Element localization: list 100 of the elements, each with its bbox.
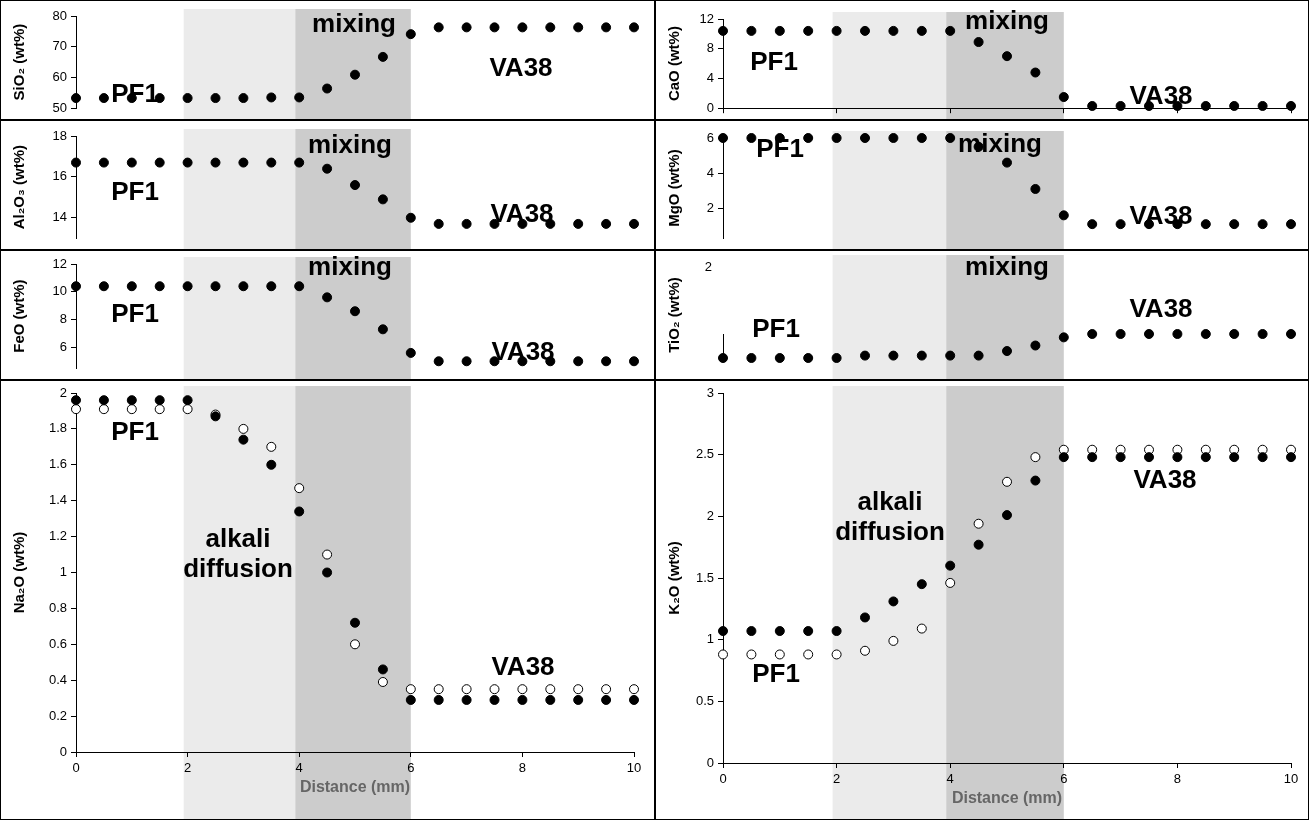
point [717,25,728,36]
point [377,193,388,204]
y-axis-title: CaO (wt%) [664,25,682,101]
point [265,91,276,102]
y-tick-label: 12 [52,255,67,271]
point [154,157,165,168]
point [600,355,611,366]
point [1228,100,1239,111]
point [774,25,785,36]
y-tick-label: 3 [706,384,714,400]
point [516,694,527,705]
point [1285,451,1296,462]
point [237,157,248,168]
y-axis-title: K₂O (wt%) [664,540,682,615]
point [859,350,870,361]
point [182,157,193,168]
y-tick-label: 0.4 [48,671,67,687]
point [1029,67,1040,78]
point [433,21,444,32]
y-tick-label: 0.6 [48,635,67,651]
y-axis-title: MgO (wt%) [664,148,682,227]
point [831,648,842,659]
annotation: alkali diffusion [834,485,945,546]
point [859,611,870,622]
point [916,578,927,589]
point [717,132,728,143]
point [1058,451,1069,462]
point [887,350,898,361]
annotation: VA38 [1128,199,1193,230]
point [321,83,332,94]
point [237,92,248,103]
y-axis-title: FeO (wt%) [9,278,27,353]
point [1257,218,1268,229]
annotation: VA38 [490,335,555,366]
point [1143,328,1154,339]
point [1001,476,1012,487]
point [745,132,756,143]
point [237,423,248,434]
y-tick-label: 2.5 [695,445,714,461]
point [887,25,898,36]
annotation: VA38 [1132,463,1197,494]
y-axis-title: Al₂O₃ (wt%) [9,144,27,229]
y-tick-label: 12 [699,10,714,26]
point [461,218,472,229]
point [628,21,639,32]
annotation: PF1 [749,45,798,76]
point [98,157,109,168]
x-tick-label: 10 [1283,770,1298,786]
y-tick-label: 14 [52,208,67,224]
point [237,280,248,291]
point [916,350,927,361]
x-axis-title: Distance (mm) [299,777,410,795]
point [1200,218,1211,229]
text: VA38 [1128,292,1193,323]
point [405,683,416,694]
point [944,132,955,143]
y-tick-label: 1.4 [48,491,67,507]
point [745,25,756,36]
y-tick-label: 0 [706,99,714,115]
point [182,403,193,414]
point [265,459,276,470]
point [1001,345,1012,356]
x-tick-label: 0 [718,770,727,786]
point [887,132,898,143]
x-tick-label: 10 [626,759,641,775]
point [717,648,728,659]
point [1171,451,1182,462]
point [321,549,332,560]
point [126,280,137,291]
point [405,28,416,39]
point [628,355,639,366]
point [600,683,611,694]
point [1001,50,1012,61]
point [349,179,360,190]
text: mixing [964,250,1049,281]
annotation: PF1 [110,175,159,206]
point [1029,475,1040,486]
y-tick-label: 8 [59,310,67,326]
point [489,21,499,32]
x-tick-label: 6 [406,759,414,775]
point [461,694,472,705]
x-axis-title: Distance (mm) [951,788,1062,806]
x-tick-label: 2 [832,770,840,786]
point [802,25,813,36]
point [98,280,109,291]
point [887,595,898,606]
point [349,69,360,80]
y-tick-label: 1.5 [695,569,714,585]
point [1257,451,1268,462]
y-tick-label: 18 [52,127,67,143]
point [944,350,955,361]
point [1001,509,1012,520]
y-tick-label: 16 [52,167,67,183]
point [544,21,555,32]
point [405,694,416,705]
point [1086,100,1097,111]
point [1058,91,1069,102]
point [1257,328,1268,339]
x-tick-label: 4 [295,759,303,775]
point [745,648,756,659]
